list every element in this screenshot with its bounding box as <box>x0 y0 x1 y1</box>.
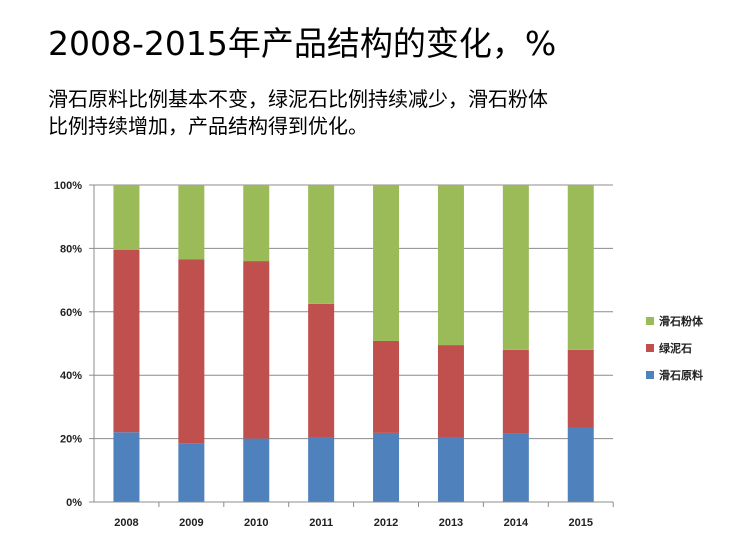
bar-segment <box>567 427 594 502</box>
bar-segment <box>113 185 140 250</box>
bar-segment <box>113 432 140 502</box>
y-tick-label: 60% <box>60 307 82 319</box>
x-tick-label: 2010 <box>244 517 268 529</box>
bar-segment <box>567 185 594 350</box>
bar-segment <box>308 437 335 502</box>
legend-swatch <box>646 317 654 325</box>
subtitle-line-1: 滑石原料比例基本不变，绿泥石比例持续减少，滑石粉体 <box>48 87 548 111</box>
bar-segment <box>373 432 400 502</box>
legend-swatch <box>646 344 654 352</box>
x-tick-label: 2012 <box>374 517 398 529</box>
bar-segment <box>178 185 205 260</box>
bar-segment <box>243 261 270 439</box>
x-tick-label: 2015 <box>569 517 593 529</box>
x-tick-label: 2009 <box>179 517 203 529</box>
bar-segment <box>113 249 140 433</box>
y-tick-label: 40% <box>60 370 82 382</box>
bar-segment <box>178 443 205 502</box>
y-tick-label: 100% <box>54 180 82 192</box>
bar-segment <box>502 185 529 350</box>
bar-segment <box>567 349 594 428</box>
bar-segment <box>243 438 270 502</box>
bar-segment <box>437 185 464 346</box>
bars <box>113 185 594 502</box>
bar-segment <box>243 185 270 262</box>
bar-segment <box>373 340 400 433</box>
bar-segment <box>437 345 464 438</box>
x-tick-label: 2014 <box>504 517 529 529</box>
x-tick-label: 2008 <box>114 517 138 529</box>
legend-label: 绿泥石 <box>659 341 692 355</box>
y-tick-label: 20% <box>60 434 82 446</box>
bar-segment <box>502 349 529 434</box>
y-tick-label: 0% <box>66 497 82 509</box>
bar-segment <box>437 437 464 502</box>
legend-label: 滑石原料 <box>659 368 703 382</box>
legend-swatch <box>646 371 654 379</box>
bar-segment <box>308 185 335 304</box>
page-title: 2008-2015年产品结构的变化，% <box>48 24 557 63</box>
bar-segment <box>502 433 529 502</box>
page-subtitle: 滑石原料比例基本不变，绿泥石比例持续减少，滑石粉体 比例持续增加，产品结构得到优… <box>48 86 708 140</box>
y-tick-label: 80% <box>60 243 82 255</box>
legend-label: 滑石粉体 <box>659 314 704 328</box>
x-tick-label: 2013 <box>439 517 463 529</box>
subtitle-line-2: 比例持续增加，产品结构得到优化。 <box>48 114 368 138</box>
bar-segment <box>373 185 400 341</box>
axes: 0% 20% 40% 60% 80% 100% 2008 2009 2010 2011 2012 20… <box>54 180 614 529</box>
bar-segment <box>178 259 205 444</box>
x-tick-label: 2011 <box>309 517 333 529</box>
bar-segment <box>308 303 335 438</box>
grid-lines <box>94 184 613 503</box>
